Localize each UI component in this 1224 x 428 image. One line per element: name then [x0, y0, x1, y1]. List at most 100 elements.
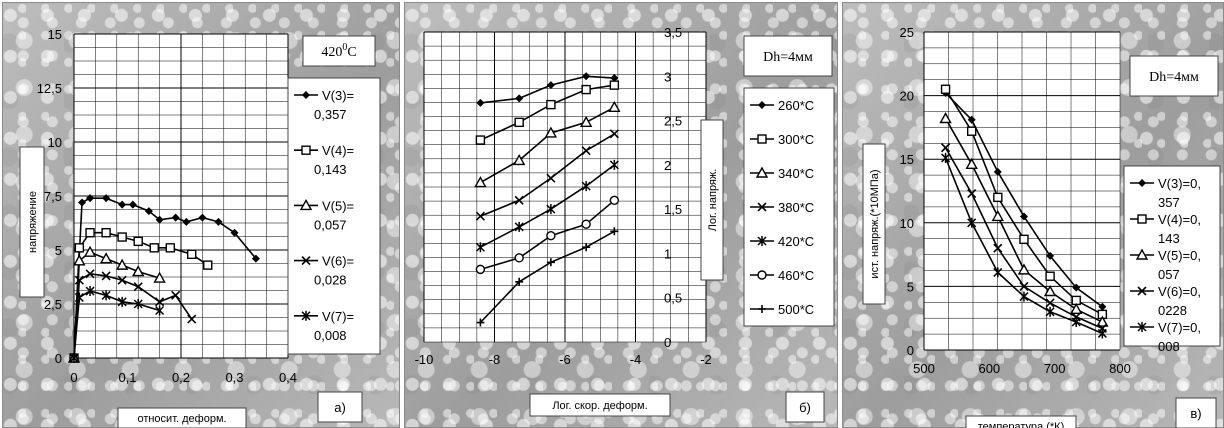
legend-marker	[302, 91, 310, 99]
legend-marker	[299, 198, 313, 211]
data-point	[993, 192, 1003, 203]
data-point	[155, 215, 164, 224]
legend-marker	[757, 236, 767, 246]
data-point	[78, 198, 87, 207]
x-axis-label: относит. деформ.	[137, 413, 226, 425]
x-tick-label: 0,3	[225, 370, 243, 385]
legend-marker	[301, 145, 311, 155]
data-point	[581, 181, 591, 192]
data-point	[544, 126, 558, 138]
legend-label: V(7)=	[322, 309, 354, 324]
series-7	[476, 227, 619, 327]
data-point	[582, 243, 591, 252]
legend-label: V(3)=0,	[1158, 176, 1201, 191]
y-axis-label: ист. напряж.(*10МПа)	[869, 169, 881, 278]
data-point	[133, 236, 143, 247]
y-tick-label: 2	[664, 158, 671, 173]
data-point	[939, 112, 952, 124]
x-axis-label-box	[117, 407, 247, 428]
legend-label: V(6)=	[322, 254, 354, 269]
panel-label-box	[785, 391, 825, 423]
data-point	[475, 264, 486, 275]
data-point	[1070, 302, 1083, 314]
data-point	[128, 200, 137, 209]
data-point	[155, 297, 165, 307]
legend-label: V(3)=	[322, 88, 354, 103]
data-point	[155, 305, 165, 316]
data-point	[581, 84, 591, 95]
legend-label: 460*C	[778, 268, 814, 283]
y-tick-label: 0	[907, 343, 914, 358]
data-point	[581, 219, 591, 229]
legend-label: V(4)=	[322, 143, 354, 158]
data-point	[1019, 212, 1028, 221]
data-point	[101, 228, 111, 238]
series-1	[70, 194, 260, 362]
data-point	[609, 195, 620, 205]
x-tick-label: -8	[489, 352, 501, 367]
data-point	[1019, 291, 1029, 302]
series-5	[941, 152, 1107, 339]
y-tick-label: 25	[900, 25, 914, 40]
panel-label: в)	[1190, 406, 1201, 421]
legend-marker	[758, 305, 766, 313]
annotation-box	[302, 35, 376, 67]
data-point	[1019, 281, 1029, 291]
data-point	[187, 314, 197, 324]
data-point	[251, 254, 260, 263]
y-tick-label: 0	[664, 335, 671, 350]
data-point	[514, 253, 524, 263]
data-point	[74, 275, 84, 285]
x-tick-label: -4	[630, 352, 642, 367]
chart-3: 500 600 700 800 0 5 10 15 20 25 Dh=4мм V(3)=0, 357 V(…	[862, 25, 1221, 428]
data-point	[85, 228, 95, 238]
series-2	[69, 228, 213, 363]
data-point	[609, 159, 619, 170]
legend-label: 260*C	[778, 98, 814, 113]
y-axis-label: Лог. напряж.	[707, 169, 719, 232]
data-point	[474, 176, 487, 188]
legend-marker	[757, 134, 767, 144]
data-point	[230, 228, 239, 237]
data-point	[186, 249, 197, 260]
x-tick-label: 600	[978, 361, 1000, 376]
legend-label: V(5)=0,	[1158, 248, 1201, 263]
data-point	[133, 282, 143, 292]
legend-marker	[1138, 179, 1146, 187]
series-1	[476, 72, 619, 107]
series-4	[475, 129, 619, 221]
legend-box	[287, 77, 381, 355]
legend-label: 500*C	[778, 302, 814, 317]
series-3	[474, 100, 621, 188]
y-tick-label: 5	[907, 279, 914, 294]
series-5	[69, 286, 165, 363]
legend-marker	[1137, 214, 1147, 224]
data-point	[967, 217, 977, 228]
y-tick-label: 10	[900, 216, 914, 231]
series-6	[475, 195, 620, 275]
legend-label: V(4)=0,	[1158, 212, 1201, 227]
data-point	[475, 211, 485, 221]
x-axis-label: температура (*К)	[978, 421, 1065, 428]
data-point	[1071, 317, 1081, 328]
panel-label: б)	[799, 400, 811, 415]
y-tick-label: 2,5	[664, 114, 682, 129]
x-tick-label: 0,4	[279, 370, 297, 385]
x-tick-label: -10	[415, 352, 434, 367]
x-tick-label: -6	[559, 352, 571, 367]
legend-label: 0,028	[314, 273, 347, 288]
data-point	[941, 152, 951, 163]
data-point	[69, 353, 79, 363]
data-point	[83, 245, 97, 257]
x-tick-label: 0	[70, 370, 77, 385]
data-point	[153, 271, 166, 283]
data-point	[546, 99, 556, 110]
legend-marker	[1137, 286, 1147, 296]
legend-label: 0228	[1158, 303, 1187, 318]
data-point	[117, 275, 127, 285]
y-tick-label: 2,5	[44, 297, 62, 312]
legend-label: V(7)=0,	[1158, 320, 1201, 335]
data-point	[117, 232, 127, 242]
y-tick-label: 10	[48, 135, 62, 150]
data-point	[1046, 251, 1055, 260]
